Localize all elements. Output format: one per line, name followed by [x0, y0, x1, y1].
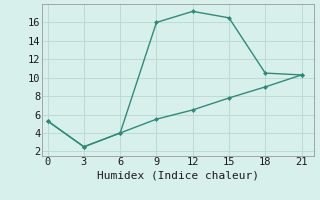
X-axis label: Humidex (Indice chaleur): Humidex (Indice chaleur) [97, 170, 259, 180]
